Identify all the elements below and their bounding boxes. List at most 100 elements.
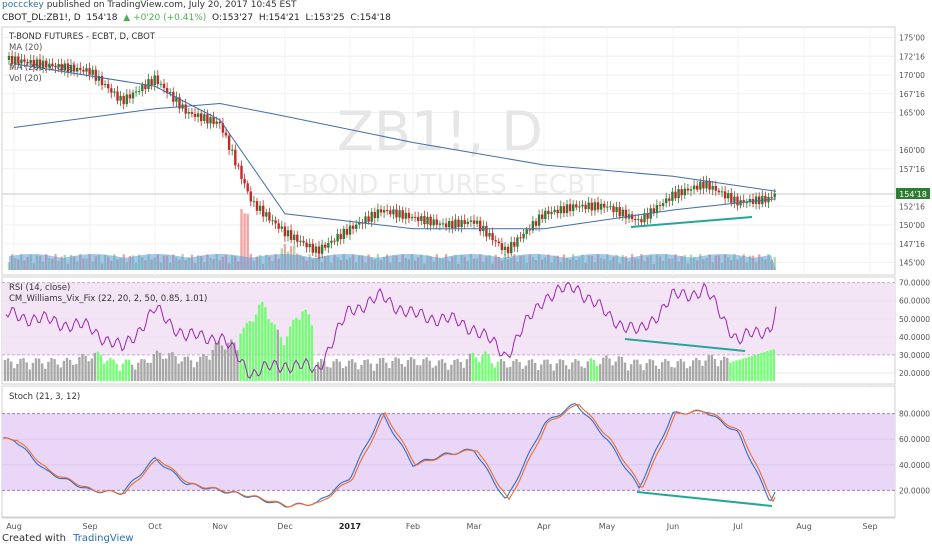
candle-down (379, 209, 383, 213)
vix-bar-gray (183, 356, 186, 381)
candle-down (640, 219, 643, 223)
vix-bar-gray (440, 359, 444, 381)
vix-bar-green (99, 355, 103, 381)
vix-bar-gray (44, 368, 47, 381)
vix-bar-green (270, 322, 273, 381)
time-tick-label: Sep (862, 522, 877, 531)
candle-up (615, 207, 618, 213)
vix-bar-gray (378, 358, 382, 381)
candle-down (742, 200, 745, 203)
vix-bar-gray (707, 355, 710, 381)
candle-down (23, 59, 26, 62)
candle-up (438, 223, 442, 225)
vix-bar-gray (10, 361, 13, 381)
vix-bar-green (493, 367, 496, 381)
vix-bar-gray (561, 360, 565, 381)
candle-down (652, 208, 655, 214)
vix-bar-green (744, 357, 748, 381)
candle-up (280, 226, 283, 229)
tradingview-logo[interactable]: TradingView (73, 533, 134, 544)
candle-up (14, 56, 17, 65)
vix-bar-gray (422, 359, 425, 381)
candle-up (410, 216, 414, 219)
stoch-axis[interactable]: 80.0000 60.0000 40.0000 20.0000 (899, 410, 930, 496)
open-label: O: (212, 13, 222, 23)
price-tick-label: 165'00 (899, 109, 925, 118)
vix-bar-gray (586, 361, 589, 381)
vix-bar-gray (521, 368, 524, 381)
candle-down (714, 185, 717, 191)
vix-bar-gray (726, 357, 729, 381)
vix-bar-green (772, 349, 775, 381)
vix-bar-green (738, 359, 741, 381)
vix-bar-gray (639, 364, 642, 381)
watermark-symbol: ZB1!, D (337, 100, 543, 163)
candle-up (138, 91, 141, 93)
vix-bar-gray (375, 363, 379, 381)
candle-up (336, 233, 339, 242)
stoch-tick-label: 20.0000 (899, 486, 930, 495)
vix-bar-gray (605, 355, 608, 381)
vix-bar-gray (394, 357, 397, 381)
vix-bar-green (127, 359, 131, 381)
price-trendline[interactable] (630, 216, 753, 228)
candle-down (686, 188, 690, 191)
vix-bar-gray (62, 360, 66, 381)
vix-bar-gray (602, 357, 605, 381)
low-value: 153'25 (313, 13, 345, 23)
candle-up (404, 212, 407, 219)
vix-bar-gray (16, 363, 19, 381)
vix-bar-gray (134, 369, 137, 381)
vix-bar-gray (357, 369, 360, 381)
legend-vix-fix: CM_Williams_Vix_Fix (22, 20, 2, 50, 0.85… (9, 294, 207, 304)
vix-bar-gray (633, 359, 636, 381)
time-axis[interactable]: Aug Sep Oct Nov Dec 2017 Feb Mar Apr May Jun Jul Aug… (6, 522, 877, 531)
candle-down (351, 225, 355, 229)
candle-up (330, 240, 333, 243)
rsi-trendline[interactable] (624, 338, 746, 352)
vix-bar-green (258, 304, 261, 381)
price-tick-label: 167'16 (899, 90, 925, 99)
candle-down (717, 190, 721, 193)
vix-bar-gray (143, 359, 146, 381)
price-tag-label: 154'18 (899, 190, 927, 199)
vix-bar-gray (400, 363, 403, 381)
main-price-axis[interactable]: 175'00 172'16 170'00 167'16 165'00 160'00 157'… (899, 34, 925, 268)
candle-down (227, 135, 231, 150)
vix-bar-green (124, 359, 128, 381)
candle-up (748, 199, 752, 203)
vix-bar-gray (214, 343, 217, 381)
rsi-axis[interactable]: 70.0000 60.0000 50.0000 40.0000 30.0000 20.00… (899, 279, 930, 378)
candle-down (736, 196, 739, 206)
vix-bar-green (763, 352, 766, 381)
vix-bar-gray (527, 360, 531, 381)
candle-up (426, 216, 429, 225)
vix-bar-gray (620, 356, 624, 381)
candle-down (311, 243, 314, 253)
vix-bar-gray (685, 368, 689, 381)
stoch-trendline[interactable] (636, 491, 773, 507)
vix-bar-green (242, 327, 245, 381)
author-link[interactable]: poccckey (2, 0, 44, 10)
candle-down (497, 241, 500, 244)
candle-down (249, 191, 252, 202)
candle-down (218, 121, 221, 124)
vix-bar-gray (202, 353, 205, 381)
vix-bar-gray (366, 359, 369, 381)
publish-header: poccckey published on TradingView.com, J… (2, 0, 902, 13)
created-with-label: Created with (2, 533, 66, 544)
vix-bar-gray (93, 352, 97, 381)
price-tick-label: 152'16 (899, 202, 925, 211)
time-tick-label: Aug (796, 522, 812, 531)
vix-bar-gray (577, 360, 580, 381)
vix-bar-gray (512, 360, 515, 381)
candle-down (110, 88, 113, 93)
vix-bar-gray (459, 361, 462, 381)
main-pane-title: T-BOND FUTURES - ECBT, D, CBOT (8, 32, 156, 42)
rsi-tick-label: 30.0000 (899, 351, 930, 360)
vix-bar-gray (506, 367, 509, 381)
vix-bar-gray (468, 353, 472, 381)
candle-down (513, 242, 516, 247)
candle-up (63, 63, 66, 71)
